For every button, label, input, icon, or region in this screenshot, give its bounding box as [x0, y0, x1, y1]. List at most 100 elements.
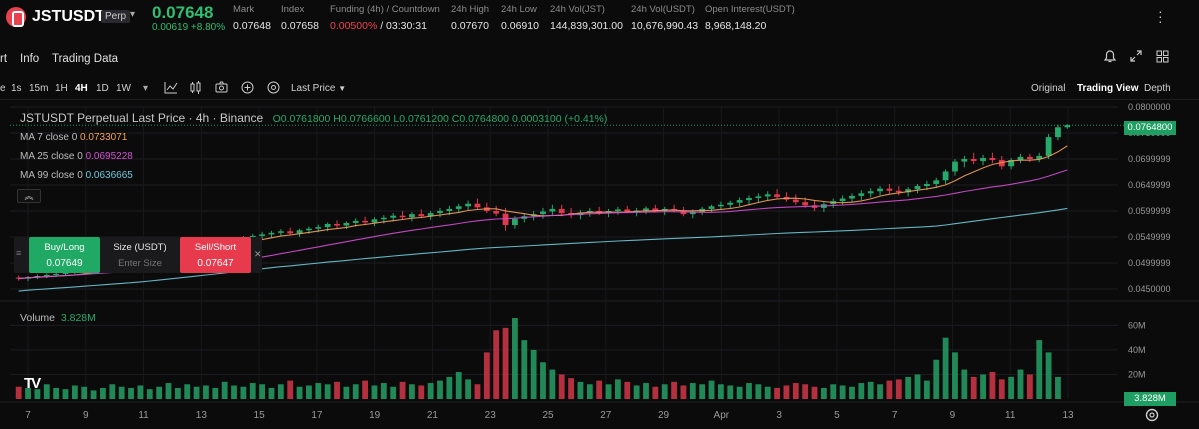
stat-funding[interactable]: Funding (4h) / Countdown 0.00500% / 03:3…	[330, 4, 440, 32]
time-axis-label: 13	[196, 410, 208, 421]
settings-circle-icon[interactable]	[267, 81, 280, 97]
ma25-legend[interactable]: MA 25 close 0 0.0695228	[20, 151, 133, 162]
camera-icon[interactable]	[215, 81, 228, 96]
chart-canvas[interactable]: 0.08000000.07500000.06999990.06499990.05…	[0, 101, 1199, 429]
volume-bar	[109, 384, 116, 399]
candle-body	[717, 204, 724, 207]
time-axis-label: 11	[1005, 410, 1016, 421]
volume-bar	[774, 387, 780, 399]
ohlc-values: O0.0761800 H0.0766600 L0.0761200 C0.0764…	[272, 113, 608, 125]
indicators-icon[interactable]	[164, 81, 178, 97]
volume-bar	[671, 381, 677, 399]
ticker-header: JSTUSDT Perp ▾ 0.07648 0.00619 +8.80% Ma…	[0, 0, 1199, 40]
size-field: Size (USDT)	[102, 237, 178, 273]
candle-body	[839, 198, 846, 202]
view-original[interactable]: Original	[1031, 83, 1066, 94]
interval-time[interactable]: e	[0, 83, 6, 94]
view-trading-view[interactable]: Trading View	[1077, 83, 1139, 94]
stat-value: 144,839,301.00	[550, 20, 623, 32]
price-axis-label: 0.0549999	[1128, 232, 1171, 242]
volume-bar	[493, 330, 500, 399]
volume-bar	[437, 380, 443, 399]
volume-bar	[446, 376, 453, 399]
interval-15m[interactable]: 15m	[29, 83, 49, 94]
volume-bar	[184, 384, 191, 399]
volume-bar	[231, 385, 237, 399]
volume-bar	[792, 383, 799, 399]
candle-body	[867, 191, 874, 194]
candle-body	[905, 189, 912, 193]
candle-body	[296, 230, 303, 234]
interval-1d[interactable]: 1D	[96, 83, 109, 94]
candle-body	[792, 199, 799, 203]
candle-body	[961, 159, 968, 162]
volume-bar	[998, 379, 1005, 399]
volume-bar	[334, 381, 340, 399]
candle-type-icon[interactable]	[190, 81, 202, 97]
price-chart[interactable]: 0.08000000.07500000.06999990.06499990.05…	[0, 101, 1199, 429]
stat-label: Index	[281, 4, 305, 15]
sell-short-button[interactable]: Sell/Short 0.07647	[180, 237, 251, 273]
ma99-legend[interactable]: MA 99 close 0 0.0636665	[20, 170, 133, 181]
size-label: Size (USDT)	[113, 242, 167, 253]
price-change: 0.00619 +8.80%	[152, 22, 226, 33]
time-axis-label: 29	[658, 410, 670, 421]
volume-bar	[399, 381, 406, 399]
close-panel-icon[interactable]: ✕	[254, 249, 262, 259]
volume-bar	[717, 384, 724, 399]
chart-settings-icon[interactable]	[1145, 408, 1159, 425]
perp-badge: Perp	[101, 10, 131, 23]
drag-handle-icon[interactable]: ≡	[16, 248, 22, 258]
stat-24h-vol-jst: 24h Vol(JST) 144,839,301.00	[550, 4, 623, 32]
volume-bar	[708, 380, 715, 399]
layout-grid-icon[interactable]	[1156, 50, 1169, 66]
stat-value: 0.06910	[501, 20, 539, 32]
time-axis-label: 19	[369, 410, 381, 421]
bell-icon[interactable]	[1103, 50, 1117, 66]
volume-bar	[203, 385, 209, 399]
volume-bar	[212, 387, 219, 399]
ma-value: 0.0636665	[85, 170, 133, 181]
tab-info[interactable]: Info	[20, 53, 40, 65]
more-menu-icon[interactable]: · · ·	[1158, 3, 1163, 29]
volume-bar	[1055, 376, 1061, 399]
collapse-legend-button[interactable]: ︽	[17, 189, 41, 203]
tab-trading-data[interactable]: Trading Data	[52, 53, 119, 65]
volume-bar	[952, 352, 958, 399]
stat-label: Open Interest(USDT)	[705, 4, 795, 15]
symbol-dropdown-icon[interactable]: ▾	[130, 9, 136, 20]
time-axis-label: 25	[542, 410, 554, 421]
price-type-select[interactable]: Last Price ▼	[291, 83, 346, 94]
view-depth[interactable]: Depth	[1144, 83, 1171, 94]
candle-body	[427, 213, 434, 217]
buy-long-button[interactable]: Buy/Long 0.07649	[29, 237, 100, 273]
expand-icon[interactable]	[1130, 50, 1142, 65]
ma7-legend[interactable]: MA 7 close 0 0.0733071	[20, 132, 127, 143]
interval-dropdown-icon[interactable]: ▾	[143, 83, 149, 94]
funding-rate: 0.00500%	[330, 20, 378, 32]
candle-body	[512, 218, 518, 226]
interval-1h[interactable]: 1H	[55, 83, 68, 94]
volume-bar	[961, 369, 968, 399]
candle-body	[746, 198, 752, 201]
volume-bar	[137, 385, 144, 399]
size-input[interactable]	[105, 258, 175, 269]
interval-1w[interactable]: 1W	[116, 83, 131, 94]
volume-bar	[849, 386, 855, 399]
interval-4h[interactable]: 4H	[75, 83, 88, 94]
add-circle-icon[interactable]	[241, 81, 254, 97]
volume-bar	[362, 380, 369, 399]
symbol-name[interactable]: JSTUSDT	[32, 8, 105, 25]
interval-1s[interactable]: 1s	[11, 83, 22, 94]
candle-body	[708, 206, 715, 209]
tradingview-logo-icon[interactable]: TV	[24, 375, 41, 392]
tab-chart[interactable]: rt	[0, 53, 8, 65]
volume-bar	[736, 386, 743, 399]
volume-bar	[287, 380, 294, 399]
candle-body	[362, 220, 369, 223]
last-price-tag: 0.0764800	[1124, 121, 1176, 135]
candle-body	[849, 195, 855, 199]
time-axis-label: Apr	[714, 410, 730, 421]
volume-bar	[811, 386, 818, 399]
